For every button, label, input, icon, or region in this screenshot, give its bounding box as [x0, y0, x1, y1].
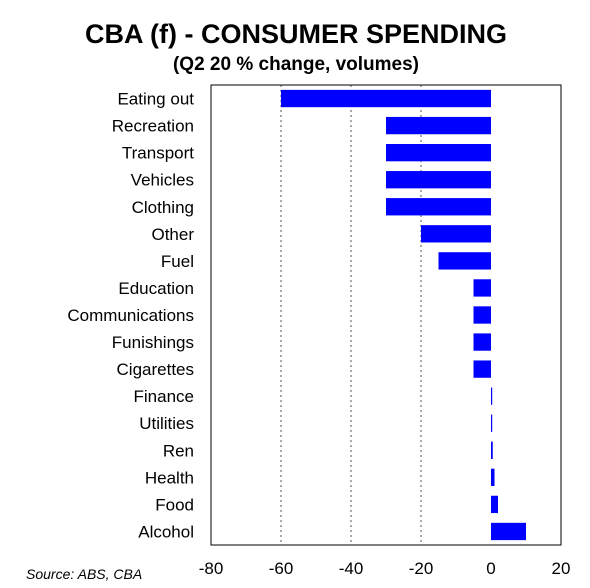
bar-14: [491, 468, 495, 487]
bar-2: [386, 143, 491, 162]
x-tick-label-4: 0: [486, 559, 495, 578]
bar-8: [473, 306, 491, 324]
x-tick-label-1: -60: [269, 559, 294, 578]
category-labels: Eating out Recreation Transport Vehicles Clo…: [67, 90, 194, 542]
bar-7: [473, 279, 491, 297]
x-axis-tick-labels: -80 -60 -40 -20 0 20: [199, 559, 571, 578]
category-label-13: Ren: [163, 441, 194, 460]
bar-11: [491, 387, 493, 405]
category-label-2: Transport: [122, 144, 194, 163]
source-note: Source: ABS, CBA: [26, 566, 142, 582]
bar-1: [386, 116, 491, 135]
category-label-10: Cigarettes: [117, 360, 194, 379]
bar-3: [386, 171, 491, 189]
category-label-15: Food: [155, 495, 194, 514]
category-label-0: Eating out: [117, 90, 194, 109]
bar-15: [491, 495, 498, 514]
plot-area: [210, 84, 562, 546]
x-tick-label-5: 20: [552, 559, 571, 578]
category-label-6: Fuel: [161, 252, 194, 271]
category-label-1: Recreation: [112, 117, 194, 136]
bar-10: [473, 360, 491, 378]
x-tick-label-2: -40: [339, 559, 364, 578]
category-label-4: Clothing: [132, 198, 194, 217]
category-label-9: Funishings: [112, 333, 194, 352]
chart-title: CBA (f) - CONSUMER SPENDING: [85, 19, 507, 49]
bar-12: [491, 414, 493, 432]
chart-subtitle: (Q2 20 % change, volumes): [173, 54, 419, 75]
category-label-5: Other: [151, 225, 194, 244]
bar-9: [473, 333, 491, 351]
category-label-7: Education: [118, 279, 194, 298]
bar-13: [491, 441, 493, 459]
bar-0: [281, 89, 491, 108]
gridlines: [280, 85, 422, 545]
category-label-8: Communications: [67, 306, 194, 325]
bar-5: [421, 225, 491, 243]
bar-4: [386, 198, 491, 216]
category-label-14: Health: [145, 468, 194, 487]
x-tick-label-0: -80: [199, 559, 224, 578]
category-label-12: Utilities: [139, 414, 194, 433]
bar-6: [438, 252, 491, 270]
bars: [281, 89, 526, 541]
x-tick-label-3: -20: [409, 559, 434, 578]
category-label-16: Alcohol: [138, 522, 194, 541]
category-label-11: Finance: [134, 387, 194, 406]
bar-16: [491, 522, 526, 541]
category-label-3: Vehicles: [131, 171, 194, 190]
